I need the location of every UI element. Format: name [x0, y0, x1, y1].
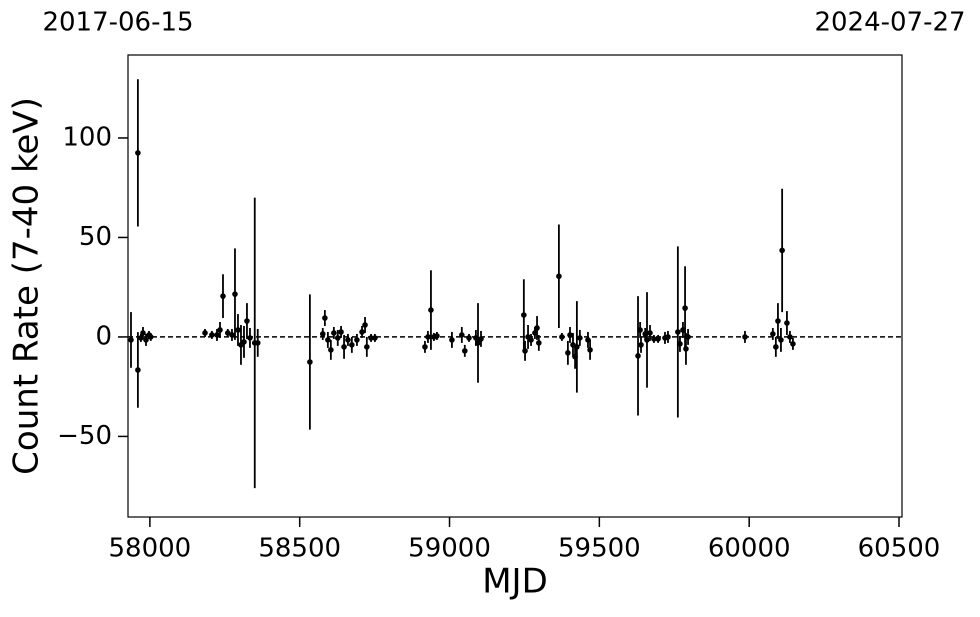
- data-point: [345, 337, 351, 343]
- data-point: [466, 335, 472, 341]
- data-point: [675, 329, 681, 335]
- data-point: [778, 337, 784, 343]
- data-point: [229, 332, 235, 338]
- data-point: [354, 337, 360, 343]
- data-point: [241, 339, 247, 345]
- data-point: [742, 334, 748, 340]
- data-point: [577, 335, 583, 341]
- data-point: [655, 336, 661, 342]
- data-point: [319, 331, 326, 337]
- data-point: [784, 320, 790, 326]
- data-point: [637, 327, 643, 333]
- data-point: [368, 335, 374, 341]
- data-point: [331, 330, 337, 336]
- x-tick-label: 58000: [109, 534, 192, 564]
- data-point: [647, 330, 653, 336]
- data-point: [135, 150, 141, 156]
- data-point: [682, 305, 688, 311]
- data-point: [235, 327, 241, 333]
- x-tick-label: 59500: [558, 534, 641, 564]
- data-point: [349, 342, 355, 348]
- data-point: [362, 322, 368, 328]
- data-point: [683, 346, 689, 352]
- data-point: [685, 334, 691, 340]
- data-point: [244, 318, 250, 324]
- data-point: [449, 337, 455, 343]
- data-point: [574, 344, 580, 350]
- data-point: [202, 330, 208, 336]
- data-point: [665, 334, 671, 340]
- data-point: [128, 337, 134, 343]
- data-point: [232, 291, 238, 297]
- data-point: [434, 333, 440, 339]
- y-tick-label: 50: [79, 222, 112, 252]
- data-point: [790, 341, 796, 347]
- data-point: [521, 312, 527, 318]
- data-point: [677, 341, 683, 347]
- top-label: 2017-06-15: [42, 8, 193, 38]
- top-label: 2024-07-27: [814, 8, 965, 38]
- data-point: [775, 318, 781, 324]
- data-point: [556, 273, 562, 280]
- data-point: [359, 329, 365, 335]
- data-point: [422, 344, 428, 350]
- data-point: [328, 347, 334, 353]
- data-point: [338, 329, 344, 335]
- x-tick-label: 59000: [408, 534, 491, 564]
- data-point: [325, 337, 331, 343]
- data-point: [770, 331, 776, 337]
- plot-frame: [127, 54, 903, 518]
- data-point: [341, 344, 347, 350]
- data-point: [635, 353, 641, 359]
- y-tick-label: 0: [95, 321, 112, 351]
- data-point: [224, 330, 231, 336]
- data-point: [247, 335, 253, 341]
- data-point: [147, 334, 154, 340]
- data-point: [307, 359, 313, 365]
- data-point: [372, 335, 378, 341]
- y-axis-label: Count Rate (7-40 keV): [7, 97, 47, 475]
- data-point: [364, 344, 370, 350]
- data-point: [534, 325, 540, 331]
- data-point: [528, 337, 534, 343]
- data-point: [220, 293, 226, 299]
- x-tick-label: 60500: [858, 534, 941, 564]
- x-axis-label: MJD: [482, 562, 548, 602]
- data-point: [787, 334, 793, 340]
- data-point: [217, 327, 223, 333]
- data-point: [334, 335, 341, 341]
- data-point: [779, 247, 785, 254]
- data-point: [644, 337, 650, 343]
- data-point: [522, 348, 528, 354]
- data-point: [567, 332, 573, 338]
- data-point: [559, 334, 565, 340]
- data-point: [428, 307, 434, 313]
- data-point: [425, 334, 431, 340]
- data-point: [143, 337, 149, 343]
- data-point: [140, 330, 146, 336]
- data-point: [459, 332, 465, 338]
- data-point: [254, 340, 261, 346]
- data-point: [565, 350, 571, 356]
- data-point: [638, 342, 644, 348]
- x-tick-label: 58500: [258, 534, 341, 564]
- data-point: [651, 336, 657, 342]
- data-point: [322, 315, 328, 321]
- data-point: [209, 332, 215, 338]
- data-point: [773, 344, 779, 350]
- x-tick-label: 60000: [708, 534, 791, 564]
- data-point: [536, 340, 542, 346]
- data-point: [475, 340, 481, 346]
- data-point: [135, 367, 141, 373]
- y-tick-label: 100: [62, 122, 112, 152]
- y-tick-label: −50: [57, 421, 112, 451]
- data-point: [587, 347, 593, 353]
- data-point: [478, 336, 484, 342]
- data-point: [462, 348, 468, 354]
- data-point: [214, 332, 220, 338]
